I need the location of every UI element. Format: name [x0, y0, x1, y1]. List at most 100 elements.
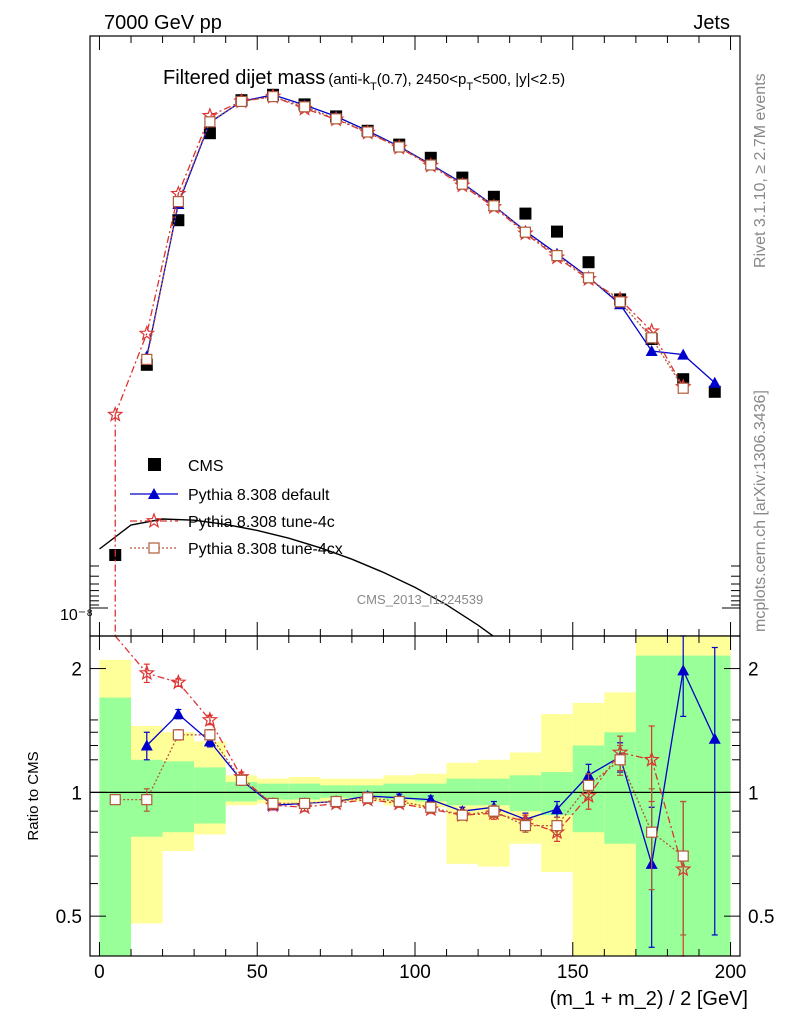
main-point [487, 190, 500, 203]
ratio-point [330, 795, 342, 808]
main-point [330, 113, 342, 125]
ratio-y-tick-label-left: 0.5 [56, 907, 82, 928]
main-point [551, 250, 563, 262]
main-series-3 [141, 90, 689, 394]
ratio-y-axis-label: Ratio to CMS [25, 751, 42, 840]
x-tick-label: 100 [399, 962, 431, 983]
ratio-band-inner [509, 775, 542, 812]
ratio-y-tick-label-left: 2 [71, 660, 82, 681]
main-point [267, 90, 279, 103]
legend-star-shape [145, 512, 163, 529]
main-point [519, 207, 532, 220]
legend-label-cms: CMS [188, 458, 224, 475]
ratio-point [643, 751, 660, 767]
legend-marker-tune4cx [148, 542, 160, 554]
main-point [614, 296, 626, 308]
ratio-point [235, 774, 248, 786]
plot-title-sub1: T [370, 81, 377, 93]
legend-marker-cms [148, 458, 161, 471]
main-point [677, 382, 689, 394]
main-point [582, 256, 595, 269]
x-tick-label: 0 [94, 962, 105, 983]
ratio-point [456, 809, 468, 821]
x-tick-label: 50 [247, 962, 268, 983]
ratio-point [582, 779, 595, 791]
legend-label-tune4c: Pythia 8.308 tune-4c [188, 514, 335, 531]
ratio-y-tick-label-right: 1 [748, 783, 759, 804]
ratio-y-tick-label-right: 0.5 [748, 907, 774, 928]
ratio-point [267, 797, 279, 810]
ratio-point [488, 805, 500, 817]
ratio-uncertainty-bands [99, 636, 731, 956]
main-point [172, 196, 184, 208]
main-point [519, 226, 532, 238]
ratio-point [138, 664, 156, 681]
ratio-point [170, 673, 187, 690]
main-point [298, 101, 311, 113]
ratio-point [172, 729, 184, 741]
ratio-point [201, 711, 219, 727]
ratio-series-layer [109, 635, 721, 957]
category-label: Jets [693, 12, 730, 34]
ratio-point [614, 754, 626, 766]
mc-reference-curve [99, 518, 495, 636]
ratio-band-inner [320, 785, 352, 798]
legend-marker-tune4c [145, 512, 163, 529]
main-line-3 [146, 95, 684, 389]
main-point [106, 405, 124, 422]
ratio-point [425, 801, 437, 813]
legend-label-tune4cx: Pythia 8.308 tune-4cx [188, 541, 343, 558]
main-point [425, 159, 437, 171]
main-point [393, 141, 405, 153]
plot-title-sub2: T [466, 81, 473, 93]
ratio-band-inner [288, 783, 321, 800]
main-point [708, 376, 721, 388]
plot-title-open: (anti-k [328, 71, 370, 88]
ratio-y-tick-label-right: 2 [748, 660, 759, 681]
ratio-point [708, 732, 721, 744]
main-series-layer [106, 87, 721, 636]
plot-title-main: Filtered dijet mass [163, 67, 325, 89]
main-point [235, 95, 248, 108]
main-point [677, 348, 690, 360]
ratio-point [203, 735, 216, 747]
ratio-point [204, 729, 216, 741]
ratio-point [362, 792, 374, 804]
legend: CMS Pythia 8.308 default Pythia 8.308 tu… [130, 458, 343, 558]
main-point [141, 353, 153, 365]
main-point [362, 126, 374, 138]
main-point [646, 332, 658, 344]
ratio-ticks: 0.5 0.5 1 1 2 2 0 50 100 150 200 [56, 636, 774, 983]
main-point [708, 385, 721, 398]
main-point [204, 116, 216, 128]
ratio-band-inner [162, 761, 195, 833]
ratio-point [519, 820, 532, 832]
ratio-band-inner [194, 767, 226, 824]
legend-marker-default [148, 488, 160, 499]
main-series-1 [140, 88, 721, 388]
ratio-point [677, 850, 689, 862]
main-line-1 [146, 94, 716, 384]
ratio-band-inner [383, 783, 415, 800]
ratio-point [677, 664, 690, 676]
legend-label-default: Pythia 8.308 default [188, 487, 330, 504]
ratio-point [140, 739, 153, 751]
ratio-point [550, 803, 563, 815]
ratio-series-2 [109, 729, 689, 936]
ratio-point [172, 708, 185, 720]
plot-title-close: <500, |y|<2.5) [473, 71, 565, 88]
ratio-panel: 0.5 0.5 1 1 2 2 0 50 100 150 200 Ratio to CMS (m_1… [25, 635, 774, 1010]
ratio-point [109, 794, 121, 806]
ratio-y-tick-label-left: 1 [71, 783, 82, 804]
ratio-point [141, 794, 153, 806]
mc-reference-line [99, 518, 495, 636]
ratio-point [298, 797, 311, 810]
main-point [488, 200, 500, 212]
main-panel: 10⁻⁸ Filtered dijet mass (anti-kT(0.7), 2… [60, 35, 741, 637]
x-axis-label: (m_1 + m_2) / 2 [GeV] [550, 988, 748, 1010]
ratio-point [580, 787, 597, 803]
plot-title-mid: (0.7), 2450<p [377, 71, 467, 88]
x-tick-label: 150 [557, 962, 589, 983]
main-point [582, 272, 595, 284]
